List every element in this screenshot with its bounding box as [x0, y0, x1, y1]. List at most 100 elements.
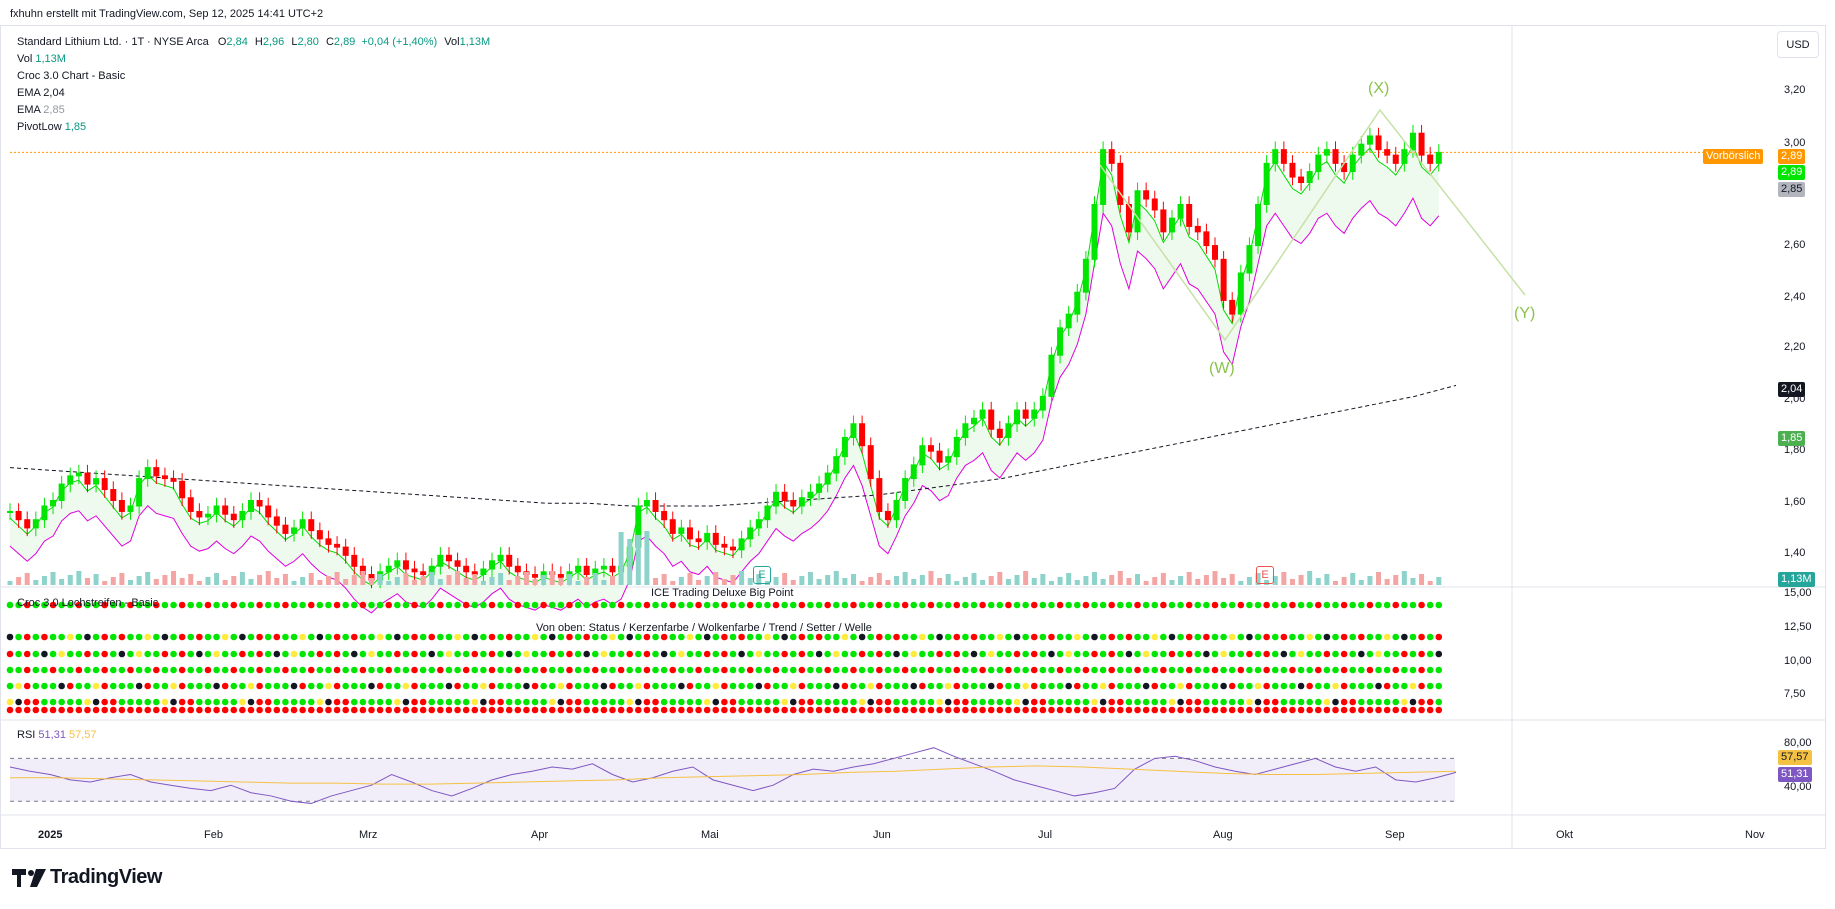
- signal-dot: [617, 633, 625, 641]
- earnings-marker[interactable]: E: [1256, 566, 1274, 584]
- legend-ema1-row[interactable]: EMA 2,04: [17, 85, 490, 102]
- signal-dot: [1125, 706, 1133, 714]
- signal-dot: [32, 633, 40, 641]
- legend-symbol-row[interactable]: Standard Lithium Ltd. · 1T · NYSE Arca O…: [17, 34, 490, 51]
- signal-dot: [609, 682, 616, 690]
- signal-dot: [1177, 666, 1184, 674]
- signal-dot: [781, 601, 788, 609]
- candle-body: [1315, 154, 1322, 173]
- signal-dot: [419, 682, 427, 690]
- signal-dot: [342, 633, 349, 641]
- signal-dot: [196, 666, 203, 674]
- candle-body: [1392, 154, 1399, 164]
- volume-bar: [644, 531, 650, 585]
- candle-body: [1263, 162, 1270, 205]
- volume-bar: [937, 578, 943, 585]
- price-tick: 1,80: [1784, 444, 1806, 456]
- signal-dot: [901, 601, 909, 609]
- signal-dot: [523, 698, 530, 706]
- signal-dot: [1125, 601, 1133, 609]
- volume-bar: [610, 576, 615, 585]
- signal-dot: [1263, 706, 1270, 714]
- candle-body: [1375, 135, 1382, 151]
- legend-volume-row[interactable]: Vol 1,13M: [17, 51, 490, 68]
- signal-dot: [1254, 682, 1262, 690]
- volume-bar: [601, 580, 607, 585]
- signal-dot: [230, 682, 238, 690]
- candle-body: [1255, 203, 1262, 247]
- lochstreifen-title[interactable]: Croc 3.0 Lochstreifen - Basic: [17, 597, 159, 609]
- signal-dot: [230, 666, 238, 674]
- signal-dot: [437, 650, 444, 658]
- signal-dot: [962, 698, 969, 706]
- signal-dot: [1349, 682, 1357, 690]
- signal-dot: [325, 698, 332, 706]
- signal-dot: [669, 666, 677, 674]
- signal-dot: [385, 666, 393, 674]
- volume-bar: [1221, 578, 1227, 585]
- volume-bar: [1152, 577, 1158, 585]
- candle-body: [686, 527, 693, 540]
- signal-dot: [1340, 633, 1348, 641]
- signal-dot: [703, 650, 711, 658]
- legend-croc-row[interactable]: Croc 3.0 Chart - Basic: [17, 68, 490, 85]
- signal-dot: [101, 650, 108, 658]
- signal-dot: [1168, 633, 1176, 641]
- signal-dot: [359, 650, 367, 658]
- candle-body: [1160, 209, 1167, 233]
- signal-dot: [161, 698, 169, 706]
- candle-body: [325, 538, 332, 545]
- signal-dot: [910, 633, 918, 641]
- signal-dot: [454, 633, 461, 641]
- premarket-value-tag: 2,89: [1778, 149, 1806, 164]
- signal-dot: [1263, 650, 1270, 658]
- signal-dot: [505, 698, 513, 706]
- volume-bar: [300, 577, 306, 585]
- earnings-marker[interactable]: E: [753, 566, 771, 584]
- signal-dot: [419, 633, 427, 641]
- legend-croc-label: Croc 3.0 Chart - Basic: [17, 70, 126, 82]
- volume-bar: [420, 576, 426, 585]
- signal-dot: [1435, 706, 1443, 714]
- currency-selector[interactable]: USD: [1777, 31, 1819, 58]
- signal-dot: [876, 650, 883, 658]
- signal-dot: [1323, 650, 1331, 658]
- signal-dot: [824, 633, 831, 641]
- signal-dot: [402, 666, 410, 674]
- signal-dot: [712, 601, 720, 609]
- signal-dot: [1426, 650, 1434, 658]
- legend-ema2-row[interactable]: EMA 2,85: [17, 102, 490, 119]
- signal-dot: [789, 698, 797, 706]
- tradingview-logo[interactable]: TradingView: [12, 866, 162, 889]
- signal-dot: [204, 666, 212, 674]
- legend-pivot-row[interactable]: PivotLow 1,85: [17, 119, 490, 136]
- candle-body: [841, 436, 848, 458]
- signal-dot: [480, 650, 487, 658]
- signal-dot: [626, 601, 634, 609]
- signal-dot: [798, 633, 806, 641]
- signal-dot: [996, 698, 1004, 706]
- signal-dot: [213, 698, 220, 706]
- volume-bar: [1229, 574, 1235, 585]
- signal-dot: [66, 706, 74, 714]
- candle-body: [144, 467, 151, 480]
- signal-dot: [1022, 601, 1029, 609]
- candle-body: [1237, 272, 1244, 315]
- legend-vol-label: Vol: [444, 36, 460, 48]
- signal-dot: [987, 706, 995, 714]
- signal-dot: [84, 706, 91, 714]
- signal-dot: [350, 682, 358, 690]
- rsi-legend[interactable]: RSI 51,31 57,57: [17, 729, 97, 741]
- volume-bar: [816, 579, 822, 585]
- volume-bar: [1169, 580, 1175, 585]
- signal-dot: [514, 698, 522, 706]
- signal-dot: [153, 633, 160, 641]
- signal-dot: [350, 698, 358, 706]
- candle-body: [1298, 176, 1305, 184]
- volume-bar: [334, 572, 340, 585]
- bigpoint-title[interactable]: ICE Trading Deluxe Big Point: [651, 587, 794, 599]
- signal-dot: [15, 601, 22, 609]
- signal-dot: [118, 666, 126, 674]
- signal-dot: [1246, 666, 1253, 674]
